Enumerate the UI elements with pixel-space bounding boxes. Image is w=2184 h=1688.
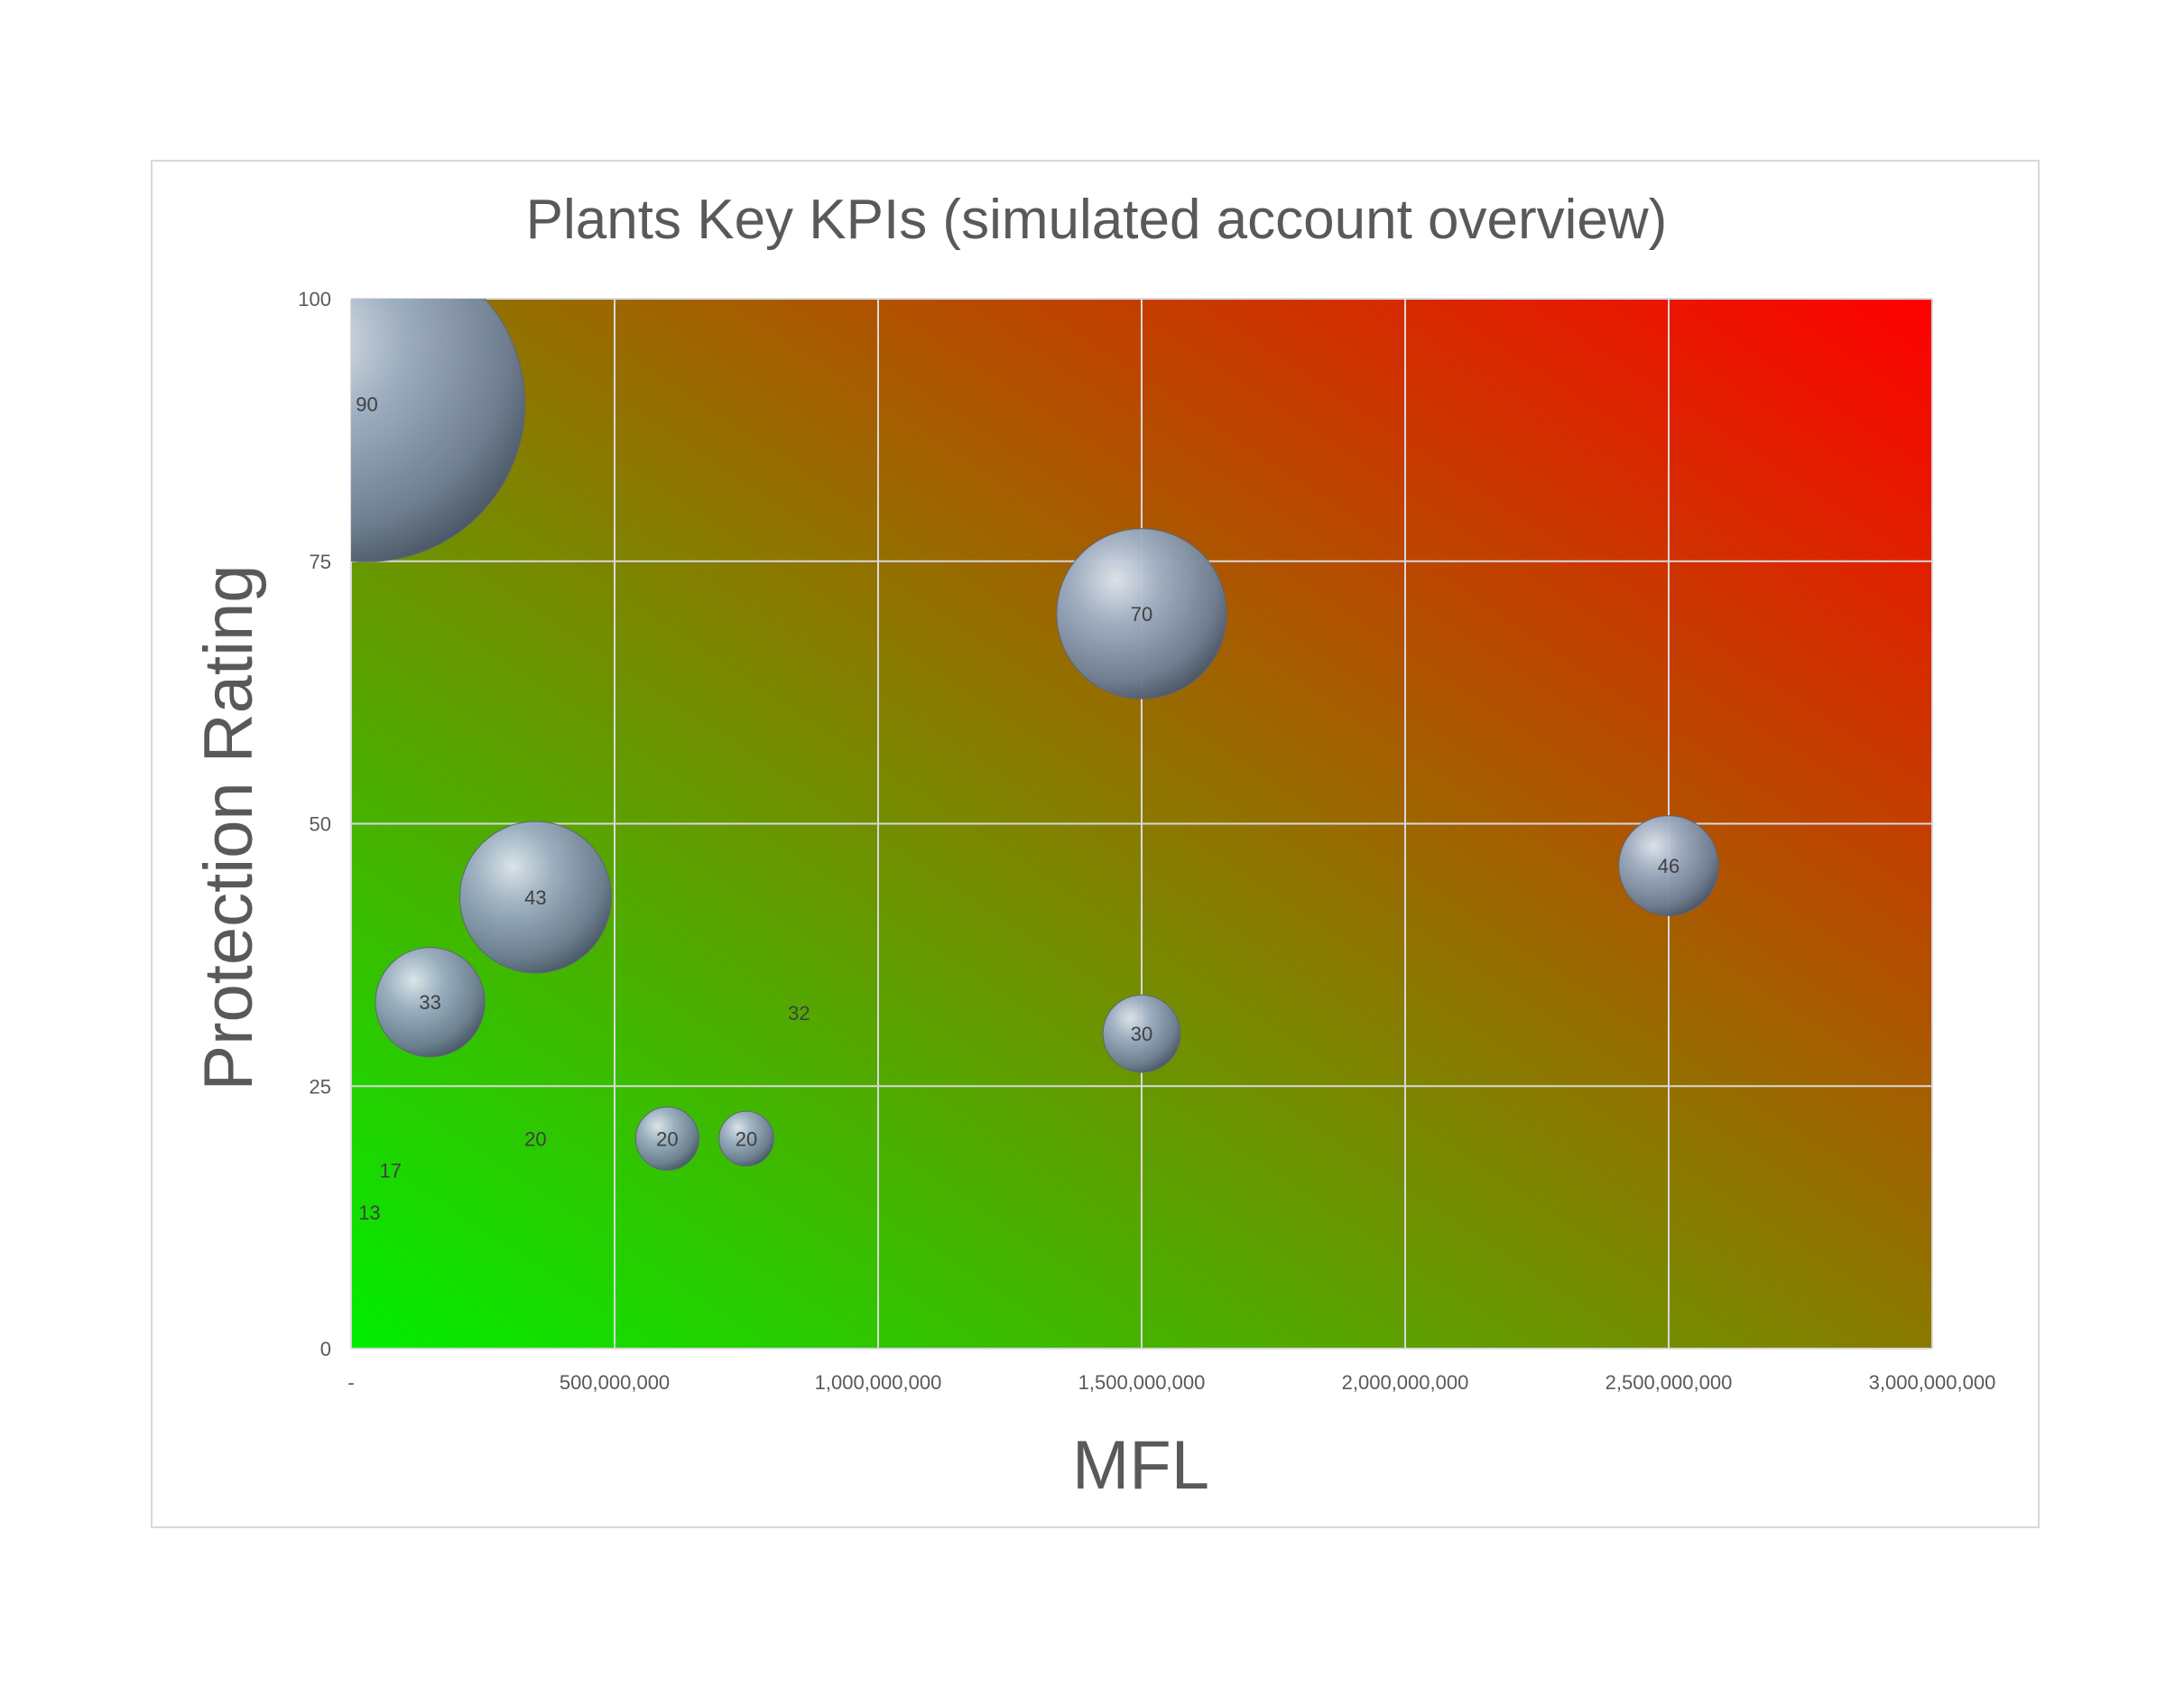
bubble-point (1618, 815, 1719, 916)
data-label: 30 (1131, 1023, 1152, 1045)
x-tick-label: 2,000,000,000 (1342, 1371, 1469, 1394)
x-axis-title: MFL (1072, 1427, 1209, 1504)
bubble-chart: Plants Key KPIs (simulated account overv… (190, 189, 1995, 1504)
x-tick-label: - (347, 1371, 354, 1394)
y-tick-label: 100 (298, 288, 331, 311)
data-label: 43 (524, 886, 546, 909)
chart-title: Plants Key KPIs (simulated account overv… (526, 189, 1668, 251)
bubble-point (1102, 994, 1181, 1073)
data-label: 20 (656, 1127, 678, 1150)
data-label: 33 (419, 991, 440, 1014)
x-tick-label: 2,500,000,000 (1606, 1371, 1733, 1394)
data-label: 17 (380, 1159, 402, 1182)
bubble-point (458, 821, 612, 974)
data-label: 20 (524, 1127, 546, 1150)
data-label: 32 (788, 1002, 810, 1025)
data-label: 20 (736, 1127, 757, 1150)
data-label: 70 (1131, 603, 1152, 626)
y-axis-title: Protection Rating (190, 565, 267, 1091)
bubble-point (1056, 528, 1227, 700)
y-tick-label: 75 (310, 551, 331, 573)
x-tick-label: 1,000,000,000 (815, 1371, 942, 1394)
x-tick-label: 1,500,000,000 (1078, 1371, 1206, 1394)
data-label: 90 (356, 393, 377, 415)
y-tick-label: 25 (310, 1075, 331, 1098)
data-label: 46 (1658, 855, 1680, 877)
chart-area: Plants Key KPIs (simulated account overv… (151, 160, 2040, 1528)
bubble-point (634, 1106, 699, 1171)
x-axis: - 500,000,000 1,000,000,000 1,500,000,000 2,… (347, 1371, 1995, 1394)
y-axis: 0 25 50 75 100 (298, 288, 331, 1360)
bubble-point (375, 947, 486, 1058)
y-tick-label: 0 (320, 1338, 331, 1360)
x-tick-label: 500,000,000 (560, 1371, 670, 1394)
y-tick-label: 50 (310, 813, 331, 836)
data-label: 13 (358, 1201, 380, 1224)
x-tick-label: 3,000,000,000 (1869, 1371, 1996, 1394)
bubble-series (351, 299, 1719, 1171)
bubble-point (351, 299, 525, 562)
bubble-point (718, 1110, 774, 1167)
